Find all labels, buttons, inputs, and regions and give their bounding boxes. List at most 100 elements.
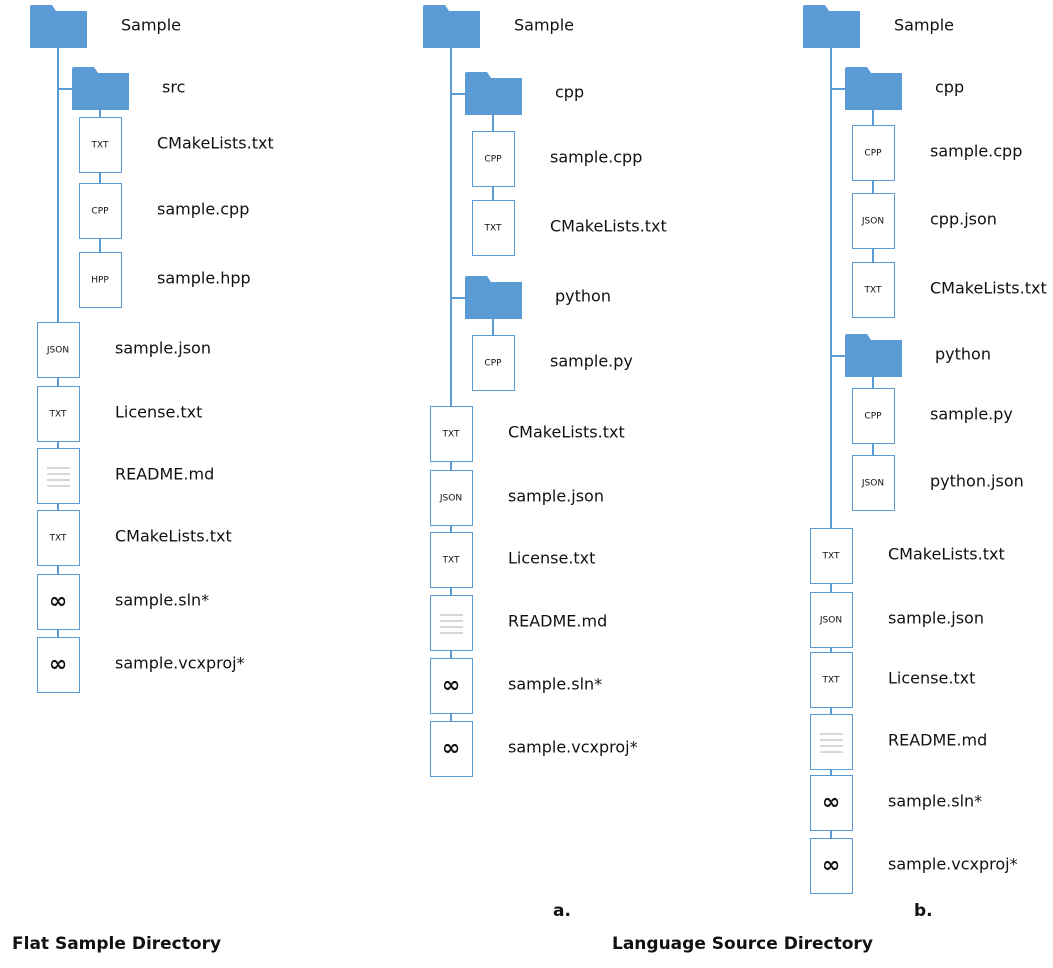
- file-name: sample.sln*: [115, 591, 209, 610]
- file-type: TXT: [48, 534, 67, 544]
- tree-label: a.: [553, 901, 571, 921]
- file-type: CPP: [864, 412, 882, 422]
- file-name: sample.cpp: [157, 200, 249, 219]
- file-type: ∞: [442, 673, 460, 698]
- file-name: sample.py: [550, 352, 633, 371]
- file-type: JSON: [819, 616, 842, 626]
- file-icon: [79, 183, 122, 239]
- file-type: CPP: [484, 155, 502, 165]
- file-type: HPP: [91, 276, 109, 286]
- file-name: sample.vcxproj*: [115, 654, 245, 673]
- caption: Language Source Directory: [612, 934, 873, 954]
- file-name: README.md: [115, 465, 214, 484]
- file-type: TXT: [441, 556, 460, 566]
- folder-icon: [845, 334, 871, 340]
- file-icon: [79, 117, 122, 173]
- folder-name: python: [555, 287, 611, 306]
- file-icon: [852, 262, 895, 318]
- file-type: ∞: [442, 736, 460, 761]
- file-name: CMakeLists.txt: [115, 527, 232, 546]
- file-name: License.txt: [115, 403, 202, 422]
- file-icon: [430, 406, 473, 462]
- file-type: ∞: [49, 652, 67, 677]
- folder-icon: [72, 67, 98, 73]
- file-type: ∞: [822, 853, 840, 878]
- folder-icon: [72, 73, 129, 110]
- file-type: TXT: [483, 224, 502, 234]
- file-type: ∞: [49, 589, 67, 614]
- file-name: CMakeLists.txt: [157, 134, 274, 153]
- file-type: TXT: [821, 552, 840, 562]
- file-icon: [852, 388, 895, 444]
- file-name: CMakeLists.txt: [508, 423, 625, 442]
- file-icon: [810, 528, 853, 584]
- file-type: TXT: [863, 286, 882, 296]
- file-type: JSON: [861, 479, 884, 489]
- file-type: TXT: [90, 141, 109, 151]
- file-icon: [852, 193, 895, 249]
- file-type: CPP: [91, 207, 109, 217]
- file-icon: [472, 131, 515, 187]
- file-name: sample.json: [508, 487, 604, 506]
- file-icon: [810, 838, 853, 894]
- folder-icon: [465, 282, 522, 319]
- file-icon: [430, 532, 473, 588]
- folder-icon: [845, 67, 871, 73]
- file-icon: [79, 252, 122, 308]
- file-name: sample.py: [930, 405, 1013, 424]
- folder-icon: [423, 11, 480, 48]
- file-name: sample.cpp: [930, 142, 1022, 161]
- file-icon: [810, 775, 853, 831]
- folder-icon: [465, 276, 491, 282]
- file-icon: [37, 574, 80, 630]
- folder-icon: [465, 78, 522, 115]
- folder-icon: [803, 5, 829, 11]
- file-name: README.md: [888, 731, 987, 750]
- file-name: python.json: [930, 472, 1024, 491]
- file-icon: [37, 386, 80, 442]
- file-icon: [472, 335, 515, 391]
- file-type: JSON: [439, 494, 462, 504]
- file-icon: [852, 455, 895, 511]
- folder-name: cpp: [555, 83, 584, 102]
- file-icon: [852, 125, 895, 181]
- file-type: ∞: [822, 790, 840, 815]
- file-name: sample.sln*: [888, 792, 982, 811]
- folder-name: Sample: [121, 16, 181, 35]
- file-name: sample.vcxproj*: [508, 738, 638, 757]
- file-type: TXT: [48, 410, 67, 420]
- file-name: cpp.json: [930, 210, 997, 229]
- file-icon: [472, 200, 515, 256]
- file-type: JSON: [46, 346, 69, 356]
- file-icon: [810, 714, 853, 770]
- file-name: License.txt: [888, 669, 975, 688]
- file-icon: [430, 658, 473, 714]
- file-name: CMakeLists.txt: [930, 279, 1047, 298]
- file-icon: [37, 510, 80, 566]
- file-type: CPP: [864, 149, 882, 159]
- folder-icon: [845, 340, 902, 377]
- folder-name: src: [162, 78, 185, 97]
- file-type: JSON: [861, 217, 884, 227]
- file-icon: [430, 470, 473, 526]
- folder-icon: [845, 73, 902, 110]
- folder-icon: [30, 11, 87, 48]
- file-icon: [430, 595, 473, 651]
- file-icon: [37, 637, 80, 693]
- file-icon: [430, 721, 473, 777]
- file-icon: [810, 652, 853, 708]
- file-type: TXT: [821, 676, 840, 686]
- folder-icon: [803, 11, 860, 48]
- folder-icon: [423, 5, 449, 11]
- file-name: sample.cpp: [550, 148, 642, 167]
- file-name: CMakeLists.txt: [888, 545, 1005, 564]
- file-icon: [37, 448, 80, 504]
- file-name: sample.json: [888, 609, 984, 628]
- file-name: CMakeLists.txt: [550, 217, 667, 236]
- file-name: sample.sln*: [508, 675, 602, 694]
- file-name: README.md: [508, 612, 607, 631]
- file-name: sample.hpp: [157, 269, 251, 288]
- folder-name: cpp: [935, 78, 964, 97]
- folder-name: python: [935, 345, 991, 364]
